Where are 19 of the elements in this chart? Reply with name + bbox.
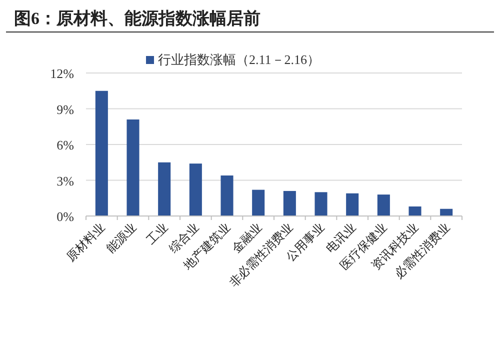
chart-title: 图6：原材料、能源指数涨幅居前	[14, 9, 260, 28]
legend-label: 行业指数涨幅（2.11－2.16）	[158, 52, 320, 67]
y-tick-label: 6%	[56, 138, 74, 152]
bar	[158, 162, 171, 216]
x-tick-label: 工业	[144, 220, 170, 248]
bar	[283, 190, 296, 216]
bar	[346, 193, 359, 216]
y-tick-label: 12%	[50, 66, 74, 81]
bar	[220, 175, 234, 216]
bar	[408, 206, 422, 216]
bar	[252, 190, 265, 216]
bar	[377, 194, 390, 216]
bar	[126, 119, 140, 216]
y-tick-label: 9%	[56, 102, 74, 117]
bar	[314, 192, 328, 216]
bar	[189, 164, 202, 216]
bar	[440, 208, 453, 216]
y-tick-label: 3%	[56, 173, 74, 188]
bar	[95, 90, 108, 216]
